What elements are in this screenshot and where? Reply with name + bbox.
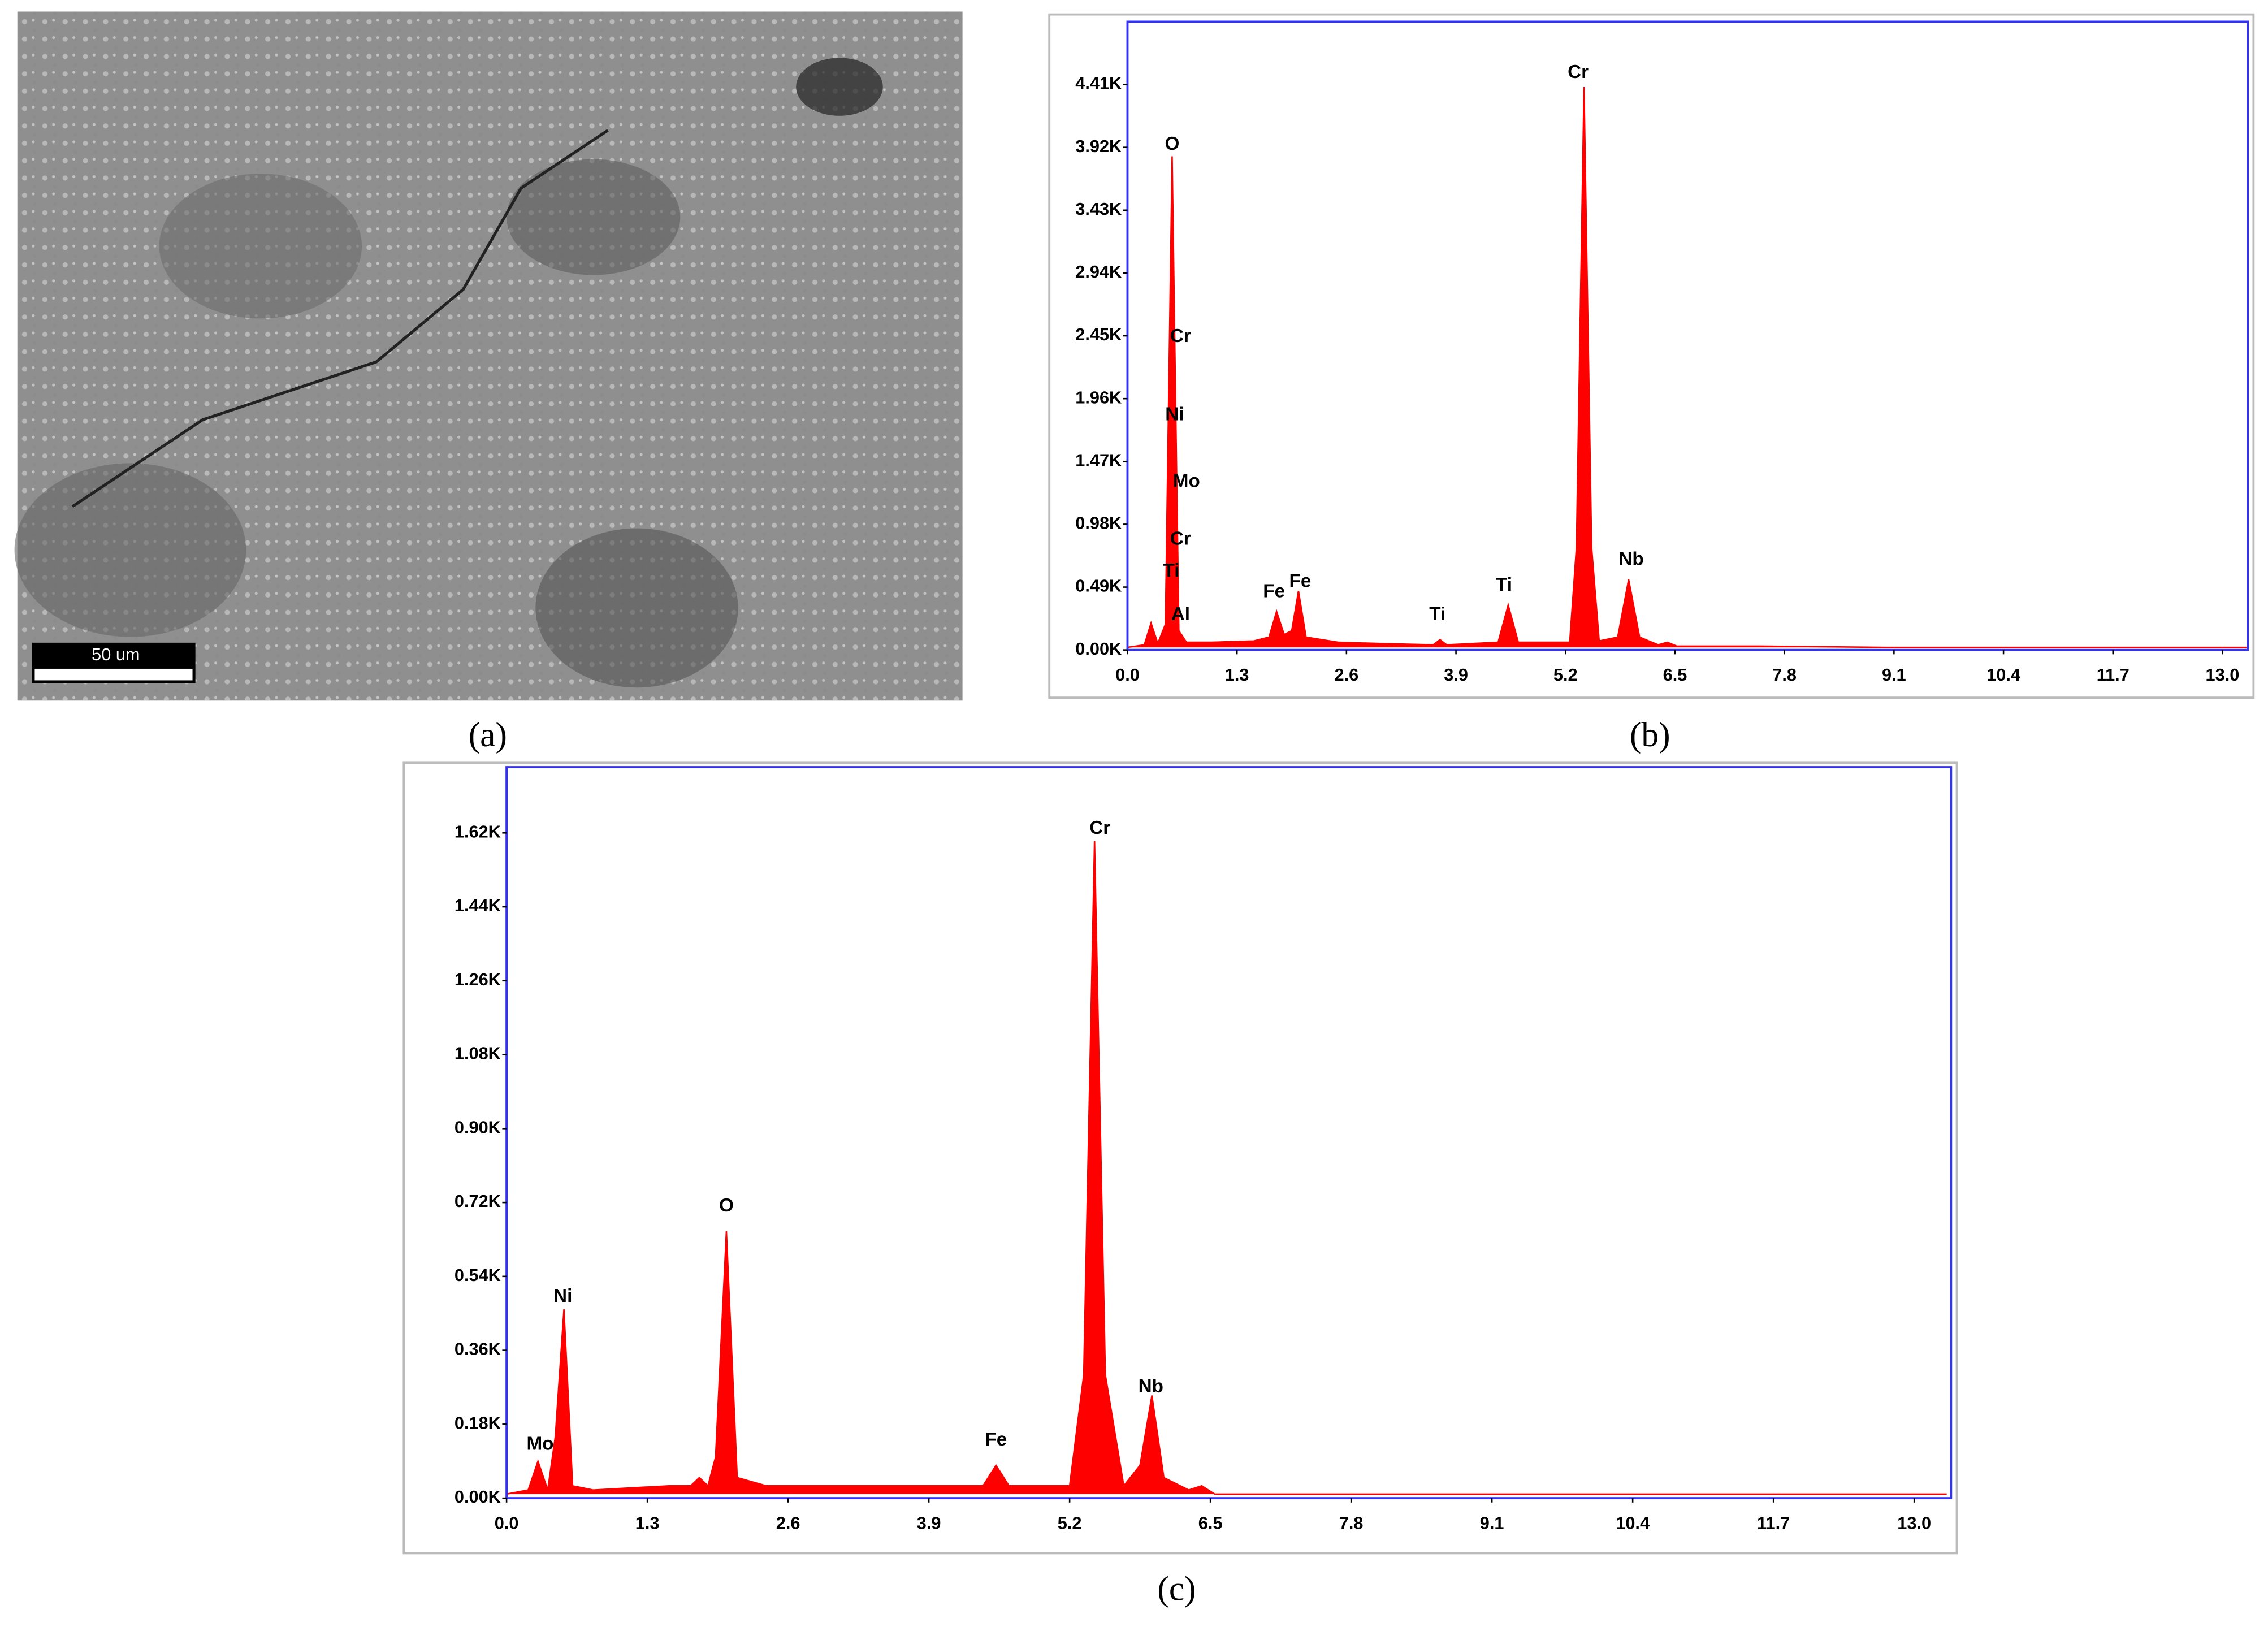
y-tick-label: 1.47K bbox=[1075, 450, 1122, 470]
x-tick-label: 9.1 bbox=[1882, 665, 1906, 685]
y-tick-label: 0.72K bbox=[455, 1191, 501, 1211]
peak-label: Fe bbox=[985, 1429, 1007, 1450]
panel-label: (a) bbox=[469, 716, 507, 754]
y-tick-label: 2.94K bbox=[1075, 262, 1122, 282]
peak-label: Ni bbox=[553, 1286, 572, 1306]
peak-label: Cr bbox=[1170, 528, 1191, 549]
peak-label: Ti bbox=[1429, 604, 1445, 625]
x-tick-label: 10.4 bbox=[1986, 665, 2020, 685]
x-tick-label: 6.5 bbox=[1663, 665, 1687, 685]
y-tick-label: 1.96K bbox=[1075, 387, 1122, 407]
x-tick-label: 1.3 bbox=[635, 1513, 660, 1533]
y-tick-label: 4.41K bbox=[1075, 73, 1122, 93]
peak-label: Nb bbox=[1618, 549, 1643, 570]
y-tick-label: 0.18K bbox=[455, 1413, 501, 1433]
y-tick-label: 0.00K bbox=[455, 1487, 501, 1507]
x-tick-label: 3.9 bbox=[917, 1513, 941, 1533]
y-tick-label: 3.43K bbox=[1075, 199, 1122, 219]
peak-label: Ni bbox=[1165, 404, 1184, 425]
y-tick-label: 0.98K bbox=[1075, 513, 1122, 533]
x-tick-label: 0.0 bbox=[495, 1513, 519, 1533]
y-tick-label: 1.62K bbox=[455, 821, 501, 841]
peak-label: Mo bbox=[526, 1433, 553, 1454]
peak-label: Ti bbox=[1163, 560, 1179, 581]
peak-label: Cr bbox=[1170, 326, 1191, 347]
x-tick-label: 2.6 bbox=[776, 1513, 800, 1533]
spectrum bbox=[506, 841, 1947, 1495]
x-tick-label: 1.3 bbox=[1225, 665, 1249, 685]
peak-label: Cr bbox=[1089, 817, 1110, 838]
x-tick-label: 2.6 bbox=[1335, 665, 1359, 685]
x-tick-label: 3.9 bbox=[1444, 665, 1468, 685]
x-tick-label: 7.8 bbox=[1772, 665, 1797, 685]
panel-frame bbox=[1048, 13, 2255, 699]
peak-label: Al bbox=[1171, 604, 1190, 625]
panel-label: (b) bbox=[1630, 716, 1670, 754]
peak-label: Fe bbox=[1289, 570, 1312, 591]
x-tick-label: 10.4 bbox=[1616, 1513, 1650, 1533]
y-tick-label: 1.44K bbox=[455, 895, 501, 915]
peak-label: Mo bbox=[1173, 470, 1200, 491]
y-tick-label: 2.45K bbox=[1075, 324, 1122, 344]
x-tick-label: 0.0 bbox=[1115, 665, 1140, 685]
y-tick-label: 0.00K bbox=[1075, 639, 1122, 659]
plot-frame bbox=[505, 766, 1953, 1500]
y-tick-label: 0.49K bbox=[1075, 576, 1122, 596]
x-tick-label: 11.7 bbox=[1757, 1513, 1790, 1533]
x-tick-label: 11.7 bbox=[2097, 665, 2130, 685]
peak-label: Fe bbox=[1263, 581, 1285, 602]
peak-label: Ti bbox=[1496, 574, 1512, 595]
peak-label: O bbox=[719, 1195, 734, 1216]
x-tick-label: 5.2 bbox=[1553, 665, 1578, 685]
x-tick-label: 6.5 bbox=[1198, 1513, 1223, 1533]
plot-frame bbox=[1126, 20, 2249, 651]
y-tick-label: 1.08K bbox=[455, 1044, 501, 1063]
spectrum bbox=[1127, 87, 2248, 648]
y-tick-label: 3.92K bbox=[1075, 136, 1122, 156]
x-tick-label: 13.0 bbox=[2206, 665, 2240, 685]
x-tick-label: 7.8 bbox=[1339, 1513, 1364, 1533]
sem-image: 50 um bbox=[14, 11, 963, 701]
y-tick-label: 0.36K bbox=[455, 1339, 501, 1359]
panel-label: (c) bbox=[1157, 1570, 1196, 1608]
y-tick-label: 0.54K bbox=[455, 1265, 501, 1285]
y-tick-label: 0.90K bbox=[455, 1117, 501, 1137]
peak-label: Cr bbox=[1568, 62, 1589, 83]
y-tick-label: 1.26K bbox=[455, 970, 501, 989]
peak-label: O bbox=[1165, 133, 1180, 154]
x-tick-label: 9.1 bbox=[1480, 1513, 1504, 1533]
x-tick-label: 13.0 bbox=[1897, 1513, 1931, 1533]
scale-bar-label: 50 um bbox=[92, 644, 140, 664]
panel-frame bbox=[402, 761, 1958, 1555]
peak-label: Nb bbox=[1139, 1376, 1163, 1397]
x-tick-label: 5.2 bbox=[1058, 1513, 1082, 1533]
